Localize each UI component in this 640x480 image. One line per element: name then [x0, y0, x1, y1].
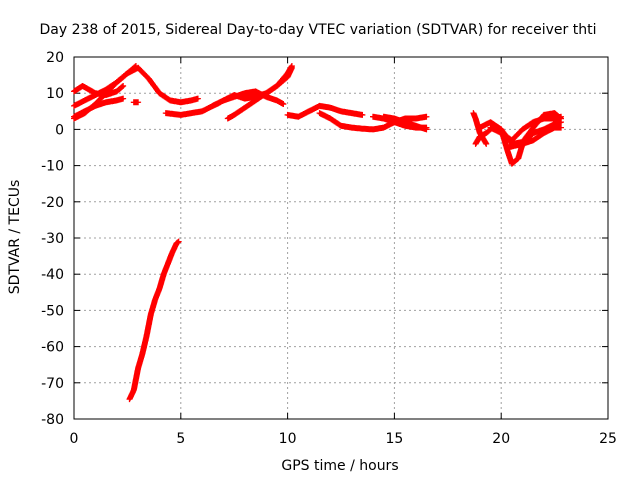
x-tick-label: 10 [279, 431, 297, 447]
series-track-s [504, 124, 565, 151]
y-tick-label: -50 [41, 303, 64, 319]
series-track-t [126, 238, 182, 403]
y-tick-label: 20 [46, 50, 64, 66]
series-track-m [380, 113, 430, 133]
x-tick-label: 5 [176, 431, 185, 447]
data-layer [71, 63, 565, 403]
y-tick-label: -30 [41, 231, 64, 247]
data-marker-track [71, 95, 127, 120]
series-track-c [71, 82, 127, 98]
data-marker-track [504, 124, 565, 151]
series-track-f [135, 64, 201, 106]
y-tick-label: -40 [41, 267, 64, 283]
series-track-e [130, 99, 142, 106]
x-tick-label: 20 [492, 431, 510, 447]
data-marker-track [126, 238, 182, 403]
data-marker-track [135, 64, 201, 106]
y-tick-label: -70 [41, 376, 64, 392]
data-marker-track [130, 99, 142, 106]
chart-title: Day 238 of 2015, Sidereal Day-to-day VTE… [40, 22, 597, 38]
y-axis-title: SDTVAR / TECUs [7, 180, 23, 295]
y-tick-label: 0 [55, 122, 64, 138]
y-tick-label: 10 [46, 86, 64, 102]
y-tick-label: -10 [41, 159, 64, 175]
tick-layer: 0 5 10 15 20 25 20 10 0 -10 -20 -30 -40 -50 -60 -70 -80 [41, 50, 617, 447]
x-tick-label: 15 [385, 431, 403, 447]
y-tick-label: -20 [41, 195, 64, 211]
x-axis-title: GPS time / hours [281, 458, 398, 474]
data-marker-track [380, 113, 430, 133]
y-tick-label: -60 [41, 340, 64, 356]
series-track-g [162, 63, 295, 118]
series-track-j [284, 102, 366, 120]
x-tick-label: 0 [70, 431, 79, 447]
series-track-d [71, 95, 127, 120]
data-marker-track [71, 82, 127, 98]
series-track-i [224, 64, 295, 122]
x-tick-label: 25 [599, 431, 617, 447]
data-marker-track [162, 63, 295, 118]
data-marker-track [284, 102, 366, 120]
y-tick-label: -80 [41, 412, 64, 428]
data-marker-track [224, 64, 295, 122]
